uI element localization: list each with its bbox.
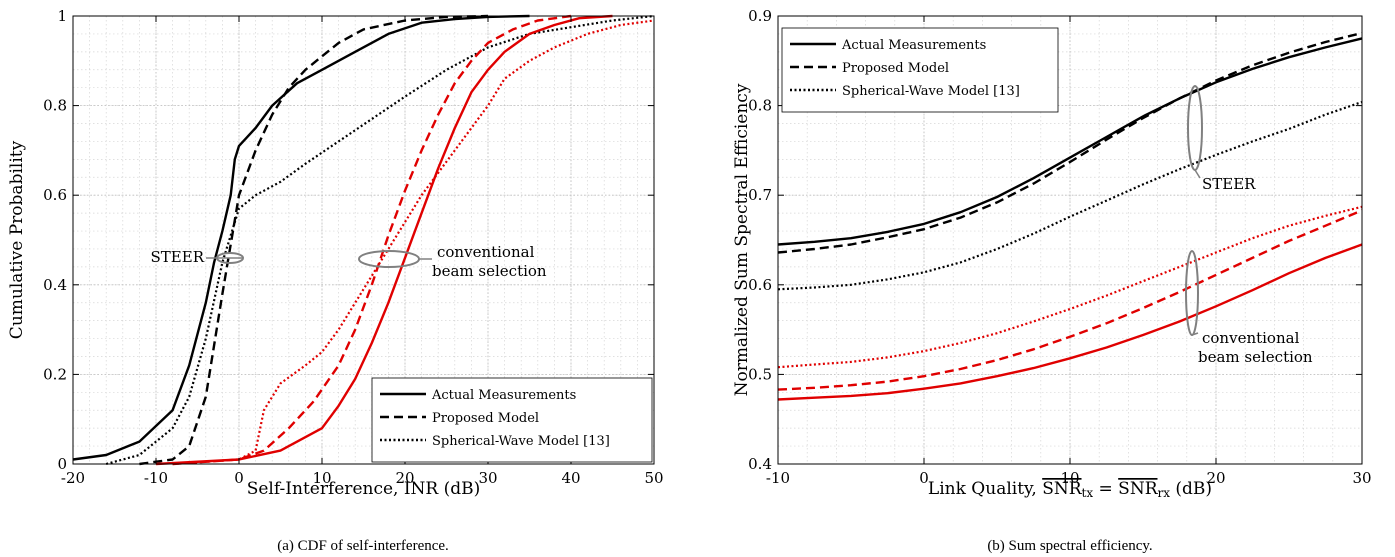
x-tick-label: 10	[1060, 469, 1079, 487]
y-tick-label: 0.7	[748, 186, 772, 204]
y-tick-label: 0.4	[748, 455, 772, 473]
legend-label: Spherical-Wave Model [13]	[432, 434, 610, 449]
x-tick-label: 0	[234, 469, 244, 487]
y-tick-label: 0.5	[748, 365, 772, 383]
series-group	[72, 14, 655, 466]
y-axis-label: Cumulative Probability	[7, 140, 27, 339]
annotation-text: STEER	[151, 248, 205, 266]
x-axis-label-part: rx	[1158, 486, 1171, 500]
series-line-2	[777, 100, 1363, 291]
annotation-text: conventional	[1202, 329, 1300, 347]
x-axis-label-part: (dB)	[1170, 479, 1212, 499]
legend: Actual Measurements Proposed Model Spheric…	[781, 27, 1059, 113]
legend-box	[371, 377, 653, 463]
x-axis-label: Link Quality, SNRtx = SNRrx (dB)	[928, 479, 1212, 500]
series-line-0	[777, 37, 1363, 246]
y-tick-label: 0.6	[43, 186, 67, 204]
y-tick-label: 0.6	[748, 276, 772, 294]
bracket-ellipse	[358, 250, 420, 268]
leader-line	[1194, 169, 1201, 179]
leader-line	[1191, 332, 1199, 336]
x-axis-label-part: tx	[1082, 486, 1094, 500]
figure-caption: (b) Sum spectral efficiency.	[987, 538, 1152, 554]
x-tick-label: 30	[478, 469, 497, 487]
x-axis-label-part: SNR	[1118, 479, 1159, 499]
series-line-0	[72, 14, 530, 461]
x-tick-label: 20	[1206, 469, 1225, 487]
y-tick-label: 0.9	[748, 7, 772, 25]
legend-box	[781, 27, 1059, 113]
x-tick-label: 10	[312, 469, 331, 487]
series-group	[777, 31, 1363, 401]
figure-caption: (a) CDF of self-interference.	[277, 538, 449, 554]
x-tick-label: -20	[61, 469, 85, 487]
series-line-4	[172, 14, 572, 466]
y-tick-label: 0.8	[43, 97, 67, 115]
y-tick-label: 0.2	[43, 365, 67, 383]
y-tick-label: 0	[57, 455, 67, 473]
annotation-text: beam selection	[432, 262, 547, 280]
x-tick-label: 50	[644, 469, 663, 487]
x-axis-label-part: SNR	[1042, 479, 1083, 499]
x-axis-label-part: Link Quality,	[928, 479, 1042, 499]
series-line-1	[139, 14, 489, 466]
x-axis-label: Self-Interference, INR (dB)	[247, 479, 481, 499]
x-tick-label: 40	[561, 469, 580, 487]
x-tick-label: 20	[395, 469, 414, 487]
x-tick-label: 30	[1352, 469, 1371, 487]
panel-a: -20 -10 0 10 20 30 40 50 0 0.2 0.4 0.6 0.8 1 Self-Inte…	[7, 7, 664, 554]
bracket-ellipse	[1187, 85, 1203, 171]
axes-frame	[72, 15, 655, 465]
series-line-3	[777, 243, 1363, 401]
x-tick-label: -10	[766, 469, 790, 487]
x-axis-label-part: =	[1093, 479, 1118, 499]
y-tick-label: 0.4	[43, 276, 67, 294]
y-axis-label: Normalized Sum Spectral Efficiency	[732, 83, 752, 396]
legend-label: Actual Measurements	[431, 388, 576, 403]
legend-label: Proposed Model	[842, 61, 949, 76]
x-tick-label: -10	[144, 469, 168, 487]
annotation-text: beam selection	[1198, 348, 1313, 366]
annotation-text: conventional	[437, 243, 535, 261]
bracket-ellipse	[1185, 250, 1199, 336]
legend-label: Spherical-Wave Model [13]	[842, 84, 1020, 99]
series-line-4	[777, 209, 1363, 391]
y-tick-label: 0.8	[748, 97, 772, 115]
series-line-1	[777, 31, 1363, 254]
panel-b: -10 0 10 20 30 0.4 0.5 0.6 0.7 0.8 0.9 Link Quality…	[732, 7, 1372, 554]
legend: Actual Measurements Proposed Model Spheric…	[371, 377, 653, 463]
annotation-text: STEER	[1202, 175, 1256, 193]
series-line-3	[155, 14, 613, 466]
y-tick-label: 1	[57, 7, 67, 25]
x-tick-label: 0	[919, 469, 929, 487]
legend-label: Actual Measurements	[841, 38, 986, 53]
legend-label: Proposed Model	[432, 411, 539, 426]
